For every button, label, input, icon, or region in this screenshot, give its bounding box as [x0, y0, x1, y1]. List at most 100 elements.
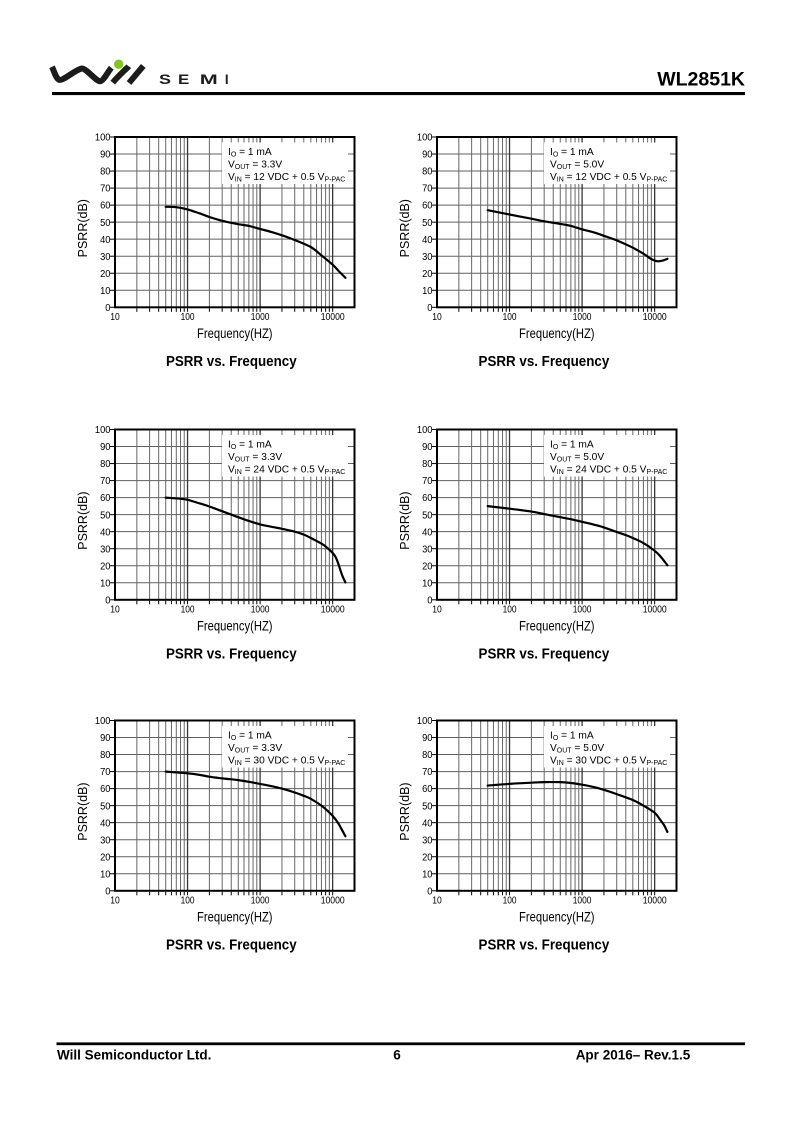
svg-text:60: 60: [422, 493, 433, 504]
svg-text:IO = 1 mA: IO = 1 mA: [228, 731, 272, 743]
svg-text:PSRR vs. Frequency: PSRR vs. Frequency: [166, 645, 297, 662]
svg-text:80: 80: [422, 750, 433, 761]
svg-text:20: 20: [100, 561, 111, 572]
svg-text:90: 90: [422, 442, 433, 453]
svg-text:20: 20: [422, 269, 433, 280]
svg-text:90: 90: [422, 733, 433, 744]
svg-text:1000: 1000: [573, 311, 592, 323]
svg-text:VOUT = 5.0V: VOUT = 5.0V: [550, 160, 604, 172]
svg-text:PSRR vs. Frequency: PSRR vs. Frequency: [166, 936, 297, 953]
svg-text:1000: 1000: [573, 894, 592, 906]
svg-text:20: 20: [100, 269, 111, 280]
svg-text:100: 100: [181, 603, 195, 615]
svg-text:10: 10: [100, 869, 111, 880]
svg-text:Frequency(HZ): Frequency(HZ): [519, 618, 595, 633]
svg-text:PSRR(dB): PSRR(dB): [398, 199, 412, 257]
svg-text:VIN = 24 VDC + 0.5 VP-PAC: VIN = 24 VDC + 0.5 VP-PAC: [228, 465, 345, 477]
svg-text:100: 100: [417, 425, 433, 436]
svg-text:50: 50: [100, 510, 111, 521]
svg-text:100: 100: [417, 133, 433, 144]
svg-text:PSRR vs. Frequency: PSRR vs. Frequency: [166, 353, 297, 370]
svg-text:10000: 10000: [321, 603, 345, 615]
svg-text:10000: 10000: [321, 894, 345, 906]
svg-text:0: 0: [427, 303, 433, 314]
svg-text:Frequency(HZ): Frequency(HZ): [197, 909, 273, 924]
svg-text:VOUT = 3.3V: VOUT = 3.3V: [228, 452, 282, 464]
svg-text:VIN = 12 VDC + 0.5 VP-PAC: VIN = 12 VDC + 0.5 VP-PAC: [550, 172, 667, 184]
svg-text:100: 100: [503, 603, 517, 615]
svg-text:70: 70: [422, 767, 433, 778]
svg-text:10000: 10000: [321, 311, 345, 323]
svg-text:S: S: [159, 71, 171, 87]
svg-text:40: 40: [100, 527, 111, 538]
svg-text:70: 70: [422, 184, 433, 195]
svg-text:40: 40: [422, 235, 433, 246]
svg-text:I: I: [225, 71, 229, 87]
svg-text:10: 10: [432, 311, 442, 323]
svg-text:Will Semiconductor Ltd.: Will Semiconductor Ltd.: [57, 1047, 211, 1062]
svg-text:6: 6: [393, 1047, 401, 1062]
svg-text:IO = 1 mA: IO = 1 mA: [550, 147, 594, 159]
svg-text:10: 10: [432, 894, 442, 906]
svg-text:10000: 10000: [643, 894, 667, 906]
svg-text:VOUT = 3.3V: VOUT = 3.3V: [228, 160, 282, 172]
svg-text:1000: 1000: [251, 603, 270, 615]
svg-text:VOUT = 5.0V: VOUT = 5.0V: [550, 452, 604, 464]
svg-text:30: 30: [422, 835, 433, 846]
svg-text:50: 50: [100, 801, 111, 812]
svg-text:100: 100: [503, 894, 517, 906]
svg-text:100: 100: [95, 716, 111, 727]
svg-text:VIN = 30 VDC + 0.5 VP-PAC: VIN = 30 VDC + 0.5 VP-PAC: [228, 756, 345, 768]
svg-text:80: 80: [100, 750, 111, 761]
svg-text:IO = 1 mA: IO = 1 mA: [550, 731, 594, 743]
svg-text:IO = 1 mA: IO = 1 mA: [228, 147, 272, 159]
svg-text:80: 80: [100, 167, 111, 178]
svg-text:20: 20: [422, 852, 433, 863]
svg-text:10: 10: [100, 286, 111, 297]
svg-text:100: 100: [181, 311, 195, 323]
svg-text:10: 10: [422, 578, 433, 589]
svg-text:Frequency(HZ): Frequency(HZ): [519, 909, 595, 924]
svg-text:100: 100: [503, 311, 517, 323]
svg-text:80: 80: [100, 459, 111, 470]
svg-text:60: 60: [100, 493, 111, 504]
svg-text:60: 60: [100, 201, 111, 212]
svg-text:70: 70: [100, 767, 111, 778]
svg-text:IO = 1 mA: IO = 1 mA: [550, 440, 594, 452]
svg-text:WL2851K: WL2851K: [657, 68, 745, 90]
svg-text:PSRR(dB): PSRR(dB): [76, 199, 90, 257]
svg-text:VOUT = 3.3V: VOUT = 3.3V: [228, 743, 282, 755]
svg-text:30: 30: [100, 835, 111, 846]
svg-text:80: 80: [422, 167, 433, 178]
svg-text:100: 100: [181, 894, 195, 906]
svg-text:IO = 1 mA: IO = 1 mA: [228, 440, 272, 452]
svg-text:Frequency(HZ): Frequency(HZ): [197, 326, 273, 341]
svg-text:10: 10: [110, 894, 120, 906]
svg-text:20: 20: [100, 852, 111, 863]
svg-text:50: 50: [422, 801, 433, 812]
svg-text:PSRR(dB): PSRR(dB): [76, 491, 90, 549]
svg-text:M: M: [200, 71, 218, 87]
svg-text:100: 100: [417, 716, 433, 727]
svg-text:Frequency(HZ): Frequency(HZ): [519, 326, 595, 341]
svg-text:30: 30: [100, 544, 111, 555]
svg-text:100: 100: [95, 133, 111, 144]
svg-text:50: 50: [100, 218, 111, 229]
svg-text:0: 0: [427, 886, 433, 897]
svg-text:VOUT = 5.0V: VOUT = 5.0V: [550, 743, 604, 755]
svg-text:1000: 1000: [573, 603, 592, 615]
svg-text:10: 10: [110, 311, 120, 323]
svg-text:0: 0: [105, 595, 111, 606]
svg-text:60: 60: [422, 784, 433, 795]
svg-text:10000: 10000: [643, 603, 667, 615]
svg-text:VIN = 24 VDC + 0.5 VP-PAC: VIN = 24 VDC + 0.5 VP-PAC: [550, 465, 667, 477]
svg-text:Apr 2016– Rev.1.5: Apr 2016– Rev.1.5: [576, 1047, 691, 1062]
svg-text:0: 0: [105, 303, 111, 314]
svg-text:70: 70: [100, 476, 111, 487]
svg-text:60: 60: [422, 201, 433, 212]
svg-text:90: 90: [100, 733, 111, 744]
svg-text:PSRR(dB): PSRR(dB): [398, 782, 412, 840]
svg-text:PSRR vs. Frequency: PSRR vs. Frequency: [479, 645, 610, 662]
svg-text:50: 50: [422, 218, 433, 229]
svg-text:30: 30: [100, 252, 111, 263]
